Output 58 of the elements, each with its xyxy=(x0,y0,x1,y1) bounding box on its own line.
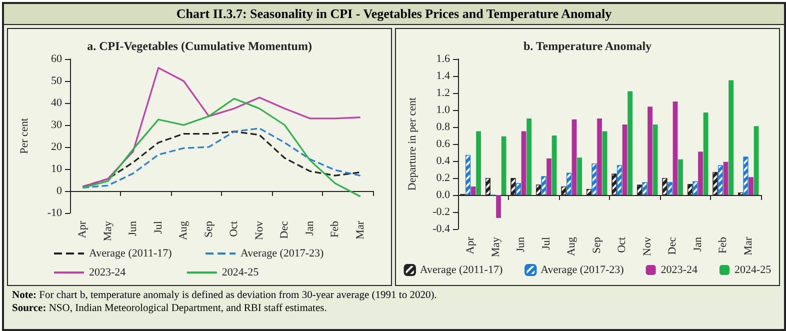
source-note: Source: NSO, Indian Meteorological Department, and RBI staff estimates. xyxy=(12,302,328,315)
y-tick-label: 30 xyxy=(51,119,62,131)
text: Note: For chart b, temperature anomaly is defined as deviation from 30-year average (1991 to 2020). xyxy=(12,289,438,302)
x-tick-label: Oct xyxy=(616,237,628,253)
legend-label: 2024-25 xyxy=(222,266,311,278)
y-tick-label: 0.2 xyxy=(436,172,450,184)
x-tick-label: Jul xyxy=(152,221,164,234)
x-tick-label: Mar xyxy=(354,220,366,240)
y-tick-label: 0.4 xyxy=(436,155,450,167)
x-tick-label: Jun xyxy=(515,236,528,252)
y-tick-label: -0.2 xyxy=(432,206,450,218)
y-tick-label: 10 xyxy=(51,163,62,175)
y-tick-label: 50 xyxy=(51,75,62,87)
legend-label: 2023-24 xyxy=(660,264,698,276)
chart-title: b. Temperature Anomaly xyxy=(523,39,652,53)
y-tick-label: 20 xyxy=(51,141,62,153)
y-tick-label: -0.4 xyxy=(432,223,450,235)
x-tick-label: Oct xyxy=(228,221,240,237)
y-tick-label: 0.0 xyxy=(436,189,450,201)
x-tick-label: Apr xyxy=(76,220,89,238)
x-tick-label: Feb xyxy=(329,220,342,238)
x-tick-label: Jan xyxy=(304,220,316,236)
y-tick-label: 1.0 xyxy=(436,104,450,116)
x-tick-label: Jul xyxy=(540,237,552,250)
x-tick-label: Dec xyxy=(666,236,679,255)
y-tick-label: 0.8 xyxy=(436,121,450,133)
y-tick-label: 60 xyxy=(51,53,62,65)
y-tick-label: 0.6 xyxy=(436,138,450,150)
x-tick-label: Aug xyxy=(178,220,190,240)
x-tick-label: Dec xyxy=(278,220,291,239)
legend-label: 2023-24 xyxy=(89,266,178,278)
chart-subtitle: a. CPI-Vegetables (Cumulative Momentum) xyxy=(87,39,312,53)
x-tick-label: Nov xyxy=(253,220,266,240)
y-tick-label: 1.4 xyxy=(436,70,450,82)
legend-label: Average (2011-17) xyxy=(420,264,503,276)
x-tick-label: May xyxy=(490,236,502,258)
x-tick-label: Mar xyxy=(742,236,754,256)
y-tick-label: 1.2 xyxy=(436,87,450,99)
x-tick-label: Sep xyxy=(202,220,215,238)
x-tick-label: May xyxy=(102,220,114,242)
x-tick-label: Feb xyxy=(717,236,730,254)
y-tick-label: 40 xyxy=(51,97,62,109)
legend-label: Average (2017-23) xyxy=(540,264,624,276)
x-tick-label: Jan xyxy=(692,236,704,252)
y-axis-title: Departure in per cent xyxy=(406,97,418,191)
x-tick-label: Aug xyxy=(566,236,578,256)
chart-title: Chart II.3.7: Seasonality in CPI - Vegetables Prices and Temperature Anomaly xyxy=(4,4,784,25)
legend-label: 2024-25 xyxy=(734,264,772,276)
x-tick-label: Nov xyxy=(641,236,654,256)
x-tick-label: Sep xyxy=(590,236,603,254)
y-tick-label: -10 xyxy=(47,207,62,219)
y-tick-label: 0 xyxy=(56,185,62,197)
legend-label: Average (2011-17) xyxy=(89,248,197,260)
x-tick-label: Apr xyxy=(464,236,477,254)
x-tick-label: Jun xyxy=(127,220,140,236)
y-axis-title: Per cent xyxy=(18,118,30,154)
y-tick-label: 1.6 xyxy=(436,53,450,65)
legend-label: Average (2017-23) xyxy=(240,248,348,260)
